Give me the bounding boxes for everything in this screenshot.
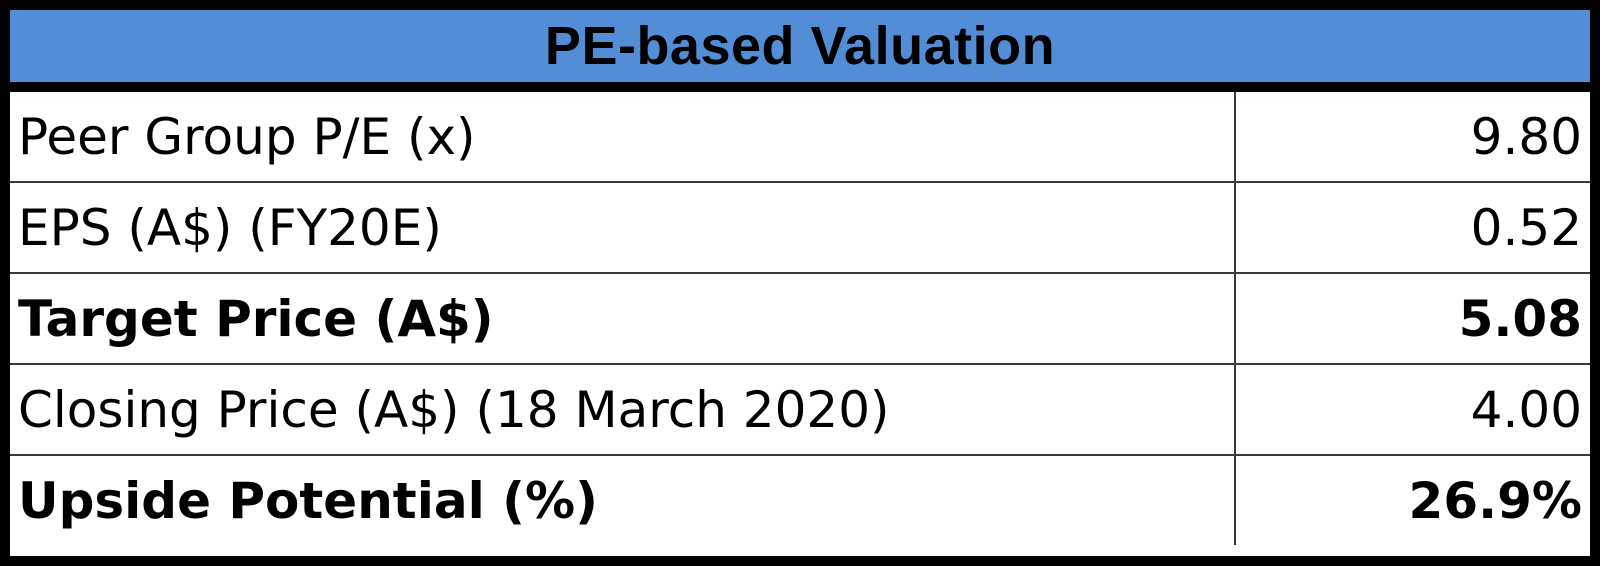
table-row-closing-price: Closing Price (A$) (18 March 2020) 4.00 <box>10 365 1590 456</box>
row-value-eps: 0.52 <box>1470 198 1582 257</box>
row-label-closing-price: Closing Price (A$) (18 March 2020) <box>10 365 1236 454</box>
row-label-upside-potential: Upside Potential (%) <box>10 456 1236 545</box>
row-value-upside-potential: 26.9% <box>1408 471 1582 530</box>
row-value-target-price: 5.08 <box>1458 289 1582 348</box>
row-value-closing-price: 4.00 <box>1470 380 1582 439</box>
table-row-upside-potential: Upside Potential (%) 26.9% <box>10 456 1590 545</box>
row-label-target-price: Target Price (A$) <box>10 274 1236 363</box>
table-row-eps: EPS (A$) (FY20E) 0.52 <box>10 183 1590 274</box>
table-body: Peer Group P/E (x) 9.80 EPS (A$) (FY20E)… <box>10 92 1590 545</box>
row-label-eps: EPS (A$) (FY20E) <box>10 183 1236 272</box>
row-value-peer-pe: 9.80 <box>1470 107 1582 166</box>
table-row-target-price: Target Price (A$) 5.08 <box>10 274 1590 365</box>
table-title: PE-based Valuation <box>10 10 1590 92</box>
row-label-peer-pe: Peer Group P/E (x) <box>10 92 1236 181</box>
table-row-peer-pe: Peer Group P/E (x) 9.80 <box>10 92 1590 183</box>
